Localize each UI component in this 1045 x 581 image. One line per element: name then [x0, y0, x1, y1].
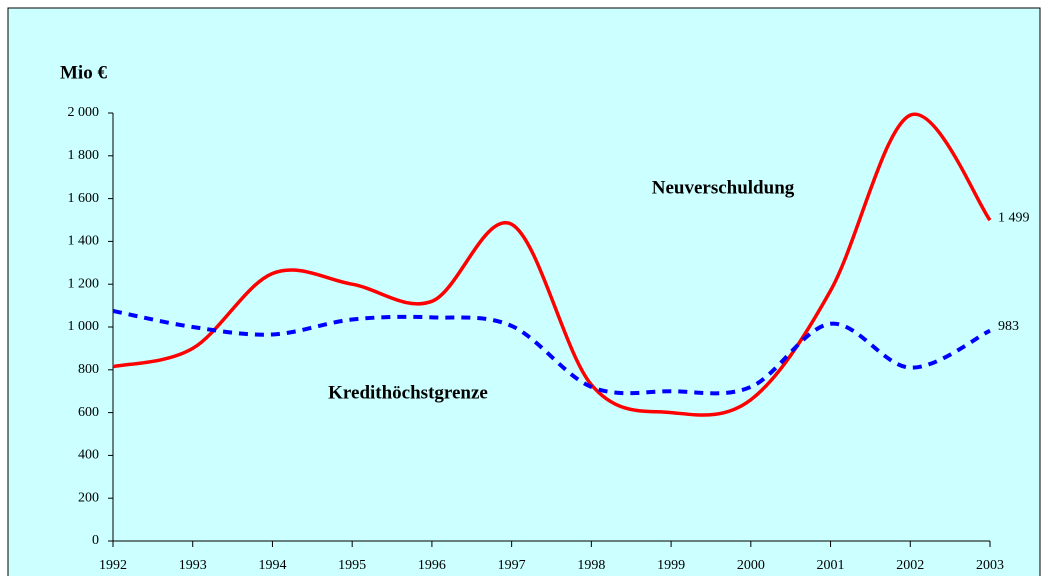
- y-tick-label: 600: [78, 405, 99, 420]
- x-tick-label: 1999: [657, 558, 685, 573]
- y-tick-label: 2 000: [68, 105, 100, 120]
- y-tick-label: 400: [78, 448, 99, 463]
- x-tick-label: 1994: [258, 558, 286, 573]
- chart-background: [7, 7, 1041, 581]
- x-tick-label: 1997: [498, 558, 526, 573]
- annotation: Neuverschuldung: [652, 177, 795, 198]
- x-tick-label: 2001: [817, 558, 845, 573]
- x-tick-label: 2000: [737, 558, 765, 573]
- y-tick-label: 1 400: [68, 234, 100, 249]
- x-tick-label: 1998: [577, 558, 605, 573]
- x-tick-label: 2002: [896, 558, 924, 573]
- y-tick-label: 1 600: [68, 191, 100, 206]
- annotation: Kredithöchstgrenze: [328, 382, 488, 403]
- y-axis-label: Mio €: [60, 62, 107, 83]
- series-line: [112, 112, 992, 417]
- y-tick-label: 1 200: [68, 276, 100, 291]
- y-tick-label: 1 000: [68, 319, 100, 334]
- value-label: 983: [998, 319, 1019, 334]
- value-label: 1 499: [998, 210, 1030, 225]
- x-tick-label: 1992: [99, 558, 127, 573]
- x-tick-label: 1996: [418, 558, 446, 573]
- x-tick-label: 1993: [179, 558, 207, 573]
- series-line: [112, 308, 991, 396]
- y-tick-label: 800: [78, 362, 99, 377]
- x-tick-label: 1995: [338, 558, 366, 573]
- x-tick-label: 2003: [976, 558, 1004, 573]
- y-tick-label: 1 800: [68, 148, 100, 163]
- y-tick-label: 0: [92, 533, 99, 548]
- y-tick-label: 200: [78, 490, 99, 505]
